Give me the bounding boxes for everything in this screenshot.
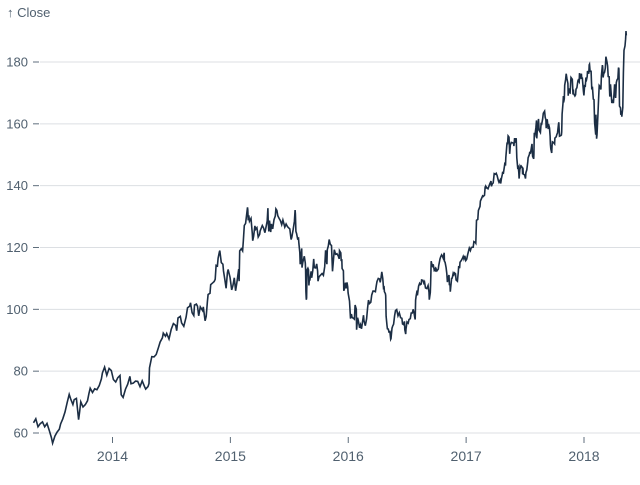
y-tick-label: 120 [6, 240, 28, 255]
y-tick-label: 60 [14, 426, 28, 441]
x-axis: 2014 2015 2016 2017 2018 [97, 437, 600, 464]
y-tick-label: 180 [6, 54, 28, 69]
x-tick-label: 2014 [97, 448, 128, 464]
y-tick-label: 160 [6, 116, 28, 131]
y-tick-label: 140 [6, 178, 28, 193]
y-tick-label: 80 [14, 364, 28, 379]
x-tick-label: 2017 [451, 448, 482, 464]
y-axis: 60 80 100 120 140 160 180 [6, 54, 39, 441]
x-tick-label: 2015 [215, 448, 246, 464]
x-tick-label: 2018 [568, 448, 599, 464]
x-tick-label: 2016 [333, 448, 364, 464]
gridlines [40, 61, 640, 434]
y-tick-label: 100 [6, 302, 28, 317]
close-series [32, 31, 628, 447]
y-axis-title: ↑ Close [7, 5, 51, 20]
close-line [32, 31, 628, 447]
